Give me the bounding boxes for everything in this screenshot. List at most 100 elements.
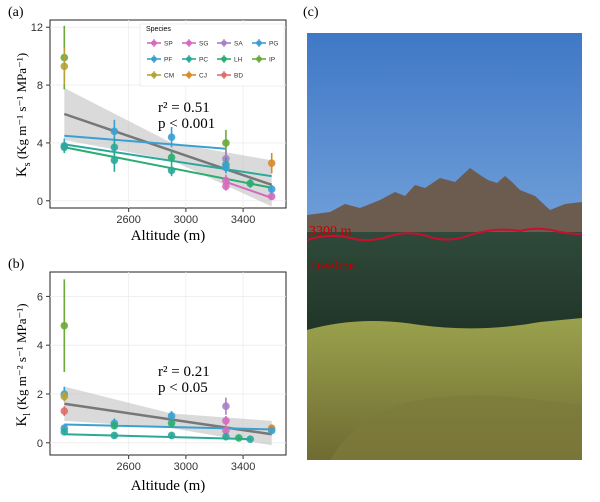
- legend-marker: [256, 40, 262, 46]
- legend-marker: [151, 40, 157, 46]
- legend-box: [139, 23, 285, 87]
- legend-label-pf: PF: [164, 57, 172, 64]
- panel-a-data-point: [110, 143, 119, 152]
- panel-b-data-point: [167, 431, 176, 440]
- panel-b-data-point: [167, 412, 176, 420]
- panel-b-data-point: [222, 432, 230, 441]
- species-legend: Species SP SG SA PG PF PC LH IP CM CJ BD: [139, 23, 285, 87]
- panel-a-data-point: [60, 62, 69, 71]
- panel-b-chart: 2600 3000 3400 0 2 4 6 r² = 0.21 p < 0.05 Alti…: [14, 271, 287, 494]
- legend-label-sa: SA: [234, 41, 243, 48]
- panel-b-ytick-label: 6: [37, 291, 43, 303]
- legend-items: SP SG SA PG PF PC LH IP CM CJ BD: [147, 39, 278, 80]
- panel-b-xlabel: Altitude (m): [131, 478, 206, 494]
- panel-b-data-point: [60, 321, 69, 330]
- panel-a-points: [60, 25, 276, 201]
- panel-a-ylabel-sub: s: [22, 162, 33, 166]
- panel-b-data-point: [235, 434, 243, 442]
- panel-a-data-point: [110, 156, 119, 165]
- legend-label-lh: LH: [234, 57, 243, 64]
- panel-a-xtick-label: 3000: [174, 214, 198, 226]
- panel-b-data-point: [222, 417, 230, 425]
- panel-b-fit-lines: [64, 402, 272, 441]
- panel-b-data-point: [167, 419, 176, 428]
- panel-b-data-point: [60, 407, 69, 415]
- panel-b-r2: r² = 0.21: [158, 364, 210, 380]
- legend-marker: [186, 56, 192, 62]
- panel-b-ytick-label: 2: [37, 389, 43, 401]
- legend-marker: [221, 72, 227, 78]
- legend-label-pc: PC: [199, 57, 208, 64]
- panel-a-fit-lines: [63, 112, 273, 199]
- panel-b-ticks: 2600 3000 3400 0 2 4 6: [37, 291, 255, 473]
- panel-a-ytick-label: 4: [37, 138, 43, 150]
- panel-b-data-point: [60, 428, 69, 436]
- panel-a-ylabel-units: (Kg m⁻¹ s⁻¹ MPa⁻¹): [14, 53, 29, 163]
- panel-a-ytick-label: 0: [37, 196, 43, 208]
- panel-b-ylabel-main: K: [14, 416, 30, 427]
- panel-b-data-point: [60, 392, 69, 401]
- treeline-photo: 3300 m Treeline: [306, 33, 583, 460]
- panel-a-data-point: [110, 127, 119, 136]
- panel-b-ytick-label: 4: [37, 340, 43, 352]
- panel-a-pvalue: p < 0.001: [158, 116, 215, 132]
- legend-marker: [151, 56, 157, 62]
- legend-label-ip: IP: [269, 57, 275, 64]
- panel-b-ylabel-units: (Kg m⁻² s⁻¹ MPa⁻¹): [14, 303, 29, 413]
- panel-b-xtick-label: 2600: [116, 461, 140, 473]
- panel-b-data-point: [110, 421, 119, 430]
- panel-b-fit-line: [64, 433, 251, 441]
- panel-a-ytick-label: 12: [31, 22, 43, 34]
- altitude-label: 3300 m: [309, 224, 352, 239]
- panel-a-fit-line: [225, 181, 273, 199]
- legend-label-bd: BD: [234, 73, 243, 80]
- panel-b-pvalue: p < 0.05: [158, 380, 208, 396]
- panel-b-ylabel: Kl (Kg m⁻² s⁻¹ MPa⁻¹): [14, 303, 33, 426]
- treeline-line: [306, 227, 583, 242]
- legend-label-sp: SP: [164, 41, 173, 48]
- panel-b-points: [60, 279, 276, 443]
- legend-marker: [186, 40, 192, 46]
- photo-foreground: [330, 395, 582, 460]
- panel-b-label: (b): [8, 257, 25, 272]
- panel-a-fit-line: [64, 134, 227, 150]
- panel-a-data-point: [222, 176, 230, 185]
- legend-label-sg: SG: [199, 41, 208, 48]
- treeline-label: Treeline: [309, 259, 355, 274]
- panel-a-chart: 2600 3000 3400 0 4 8 12 r² = 0.51 p < 0.001 Al…: [14, 19, 287, 244]
- panel-a-data-point: [60, 143, 69, 152]
- panel-a-fit-line: [63, 112, 273, 187]
- panel-a-r2: r² = 0.51: [158, 100, 210, 116]
- panel-a-data-point: [167, 153, 176, 162]
- legend-marker: [256, 56, 262, 62]
- legend-marker: [221, 40, 227, 46]
- panel-b-fit-line: [64, 423, 272, 431]
- panel-a-data-point: [222, 139, 230, 147]
- panel-a-ylabel: Ks (Kg m⁻¹ s⁻¹ MPa⁻¹): [14, 53, 33, 177]
- panel-b-data-point: [222, 426, 230, 435]
- panel-a-xtick-label: 3400: [231, 214, 255, 226]
- panel-b-ylabel-sub: l: [22, 413, 33, 416]
- panel-b-data-point: [267, 426, 276, 435]
- panel-a-data-point: [267, 159, 276, 167]
- panel-b-xtick-label: 3400: [231, 461, 255, 473]
- panel-b-data-point: [110, 431, 119, 440]
- panel-a-label: (a): [8, 5, 24, 20]
- panel-a-data-point: [222, 163, 230, 172]
- panel-b-xtick-label: 3000: [174, 461, 198, 473]
- panel-a-ytick-label: 8: [37, 80, 43, 92]
- legend-label-cj: CJ: [199, 73, 207, 80]
- legend-label-cm: CM: [164, 73, 174, 80]
- legend-marker: [151, 72, 157, 78]
- panel-a-data-point: [167, 133, 176, 141]
- panel-a-xtick-label: 2600: [116, 214, 140, 226]
- panel-a-data-point: [267, 185, 276, 193]
- panel-a-data-point: [167, 166, 176, 175]
- panel-a-ylabel-main: K: [14, 166, 30, 177]
- panel-b-ytick-label: 0: [37, 438, 43, 450]
- legend-label-pg: PG: [269, 41, 278, 48]
- panel-a-data-point: [222, 182, 230, 191]
- panel-b-data-point: [246, 435, 255, 443]
